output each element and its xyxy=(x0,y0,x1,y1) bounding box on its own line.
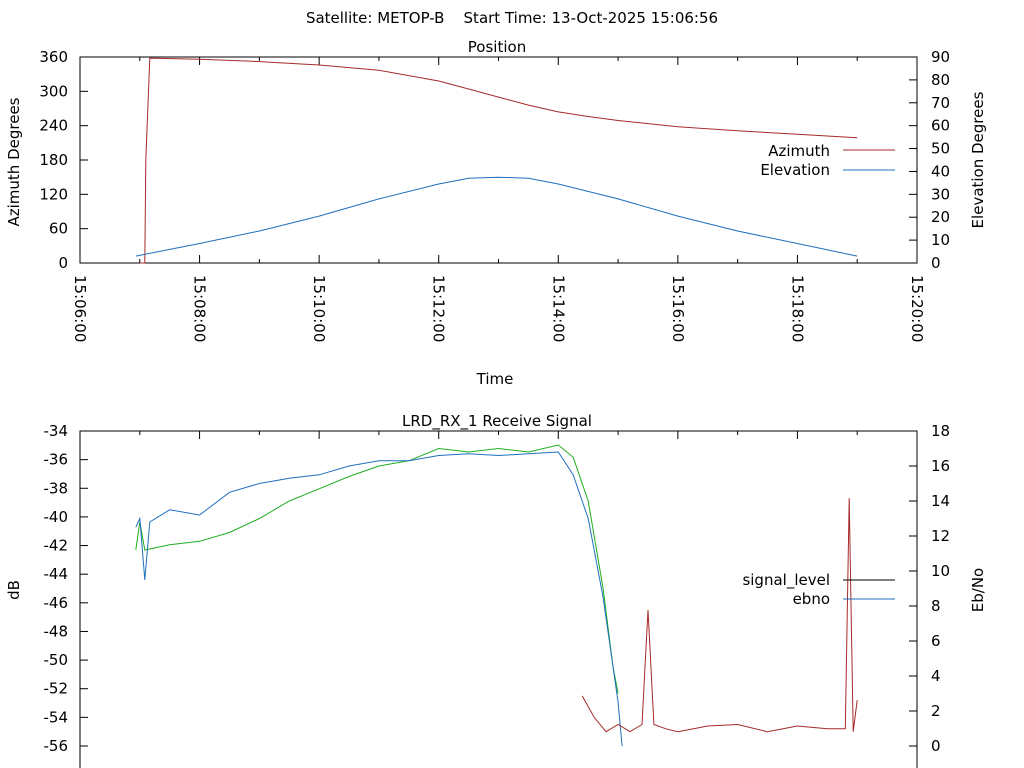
y-tick-label: -56 xyxy=(44,737,69,755)
y-tick-label: -34 xyxy=(44,422,69,440)
receive-plot-frame xyxy=(79,430,918,768)
y-tick-label: -44 xyxy=(44,565,69,583)
series-line-elevation xyxy=(135,176,858,257)
y2-tick-label: 60 xyxy=(931,117,950,135)
page-title: Satellite: METOP-B Start Time: 13-Oct-20… xyxy=(306,9,718,27)
y-tick-label: 360 xyxy=(39,48,68,66)
receive-axes: -34 -36 -38 -40 -42 -44 -46 -48 -50 -52 -54 -56 0 2 4 6… xyxy=(44,422,951,755)
y2-tick-label: 16 xyxy=(931,457,950,475)
legend-label-azimuth: Azimuth xyxy=(768,142,830,160)
x-tick-label: 15:12:00 xyxy=(430,275,448,342)
position-ylabel: Azimuth Degrees xyxy=(5,97,23,226)
y-tick-label: 300 xyxy=(39,82,68,100)
legend-label-ebno: ebno xyxy=(793,590,830,608)
y2-tick-label: 12 xyxy=(931,527,950,545)
legend-label-elevation: Elevation xyxy=(760,161,830,179)
y-tick-label: -52 xyxy=(44,680,69,698)
x-tick-label: 15:20:00 xyxy=(908,275,926,342)
y2-tick-label: 18 xyxy=(931,422,950,440)
y2-tick-label: 80 xyxy=(931,71,950,89)
y-tick-label: -54 xyxy=(44,708,69,726)
y2-tick-label: 40 xyxy=(931,162,950,180)
y2-tick-label: 6 xyxy=(931,632,941,650)
y-tick-label: 180 xyxy=(39,151,68,169)
position-xlabel: Time xyxy=(476,370,514,388)
y-tick-label: -48 xyxy=(44,622,69,640)
y2-tick-label: 90 xyxy=(931,48,950,66)
x-tick-label: 15:08:00 xyxy=(191,275,209,342)
position-chart-title: Position xyxy=(468,38,526,56)
y2-tick-label: 14 xyxy=(931,492,950,510)
y2-tick-label: 8 xyxy=(931,597,941,615)
y-tick-label: -40 xyxy=(44,508,69,526)
y2-tick-label: 2 xyxy=(931,702,941,720)
y-tick-label: -50 xyxy=(44,651,69,669)
x-tick-label: 15:18:00 xyxy=(788,275,806,342)
y-tick-label: -36 xyxy=(44,451,69,469)
y-tick-label: 120 xyxy=(39,185,68,203)
position-y2label: Elevation Degrees xyxy=(969,91,987,228)
y2-tick-label: 70 xyxy=(931,94,950,112)
series-line-ebno xyxy=(135,451,623,747)
y-tick-label: 60 xyxy=(49,220,68,238)
x-tick-label: 15:10:00 xyxy=(310,275,328,342)
receive-signal-chart: LRD_RX_1 Receive Signal -34-36-38-40-42-… xyxy=(5,412,987,768)
y-tick-label: 0 xyxy=(58,254,68,272)
y-tick-label: -46 xyxy=(44,594,69,612)
y2-tick-label: 10 xyxy=(931,562,950,580)
x-tick-label: 15:14:00 xyxy=(549,275,567,342)
series-line-signal-level xyxy=(581,498,858,733)
position-series xyxy=(135,57,858,264)
receive-legend: signal_level ebno xyxy=(742,571,895,608)
y2-tick-label: 20 xyxy=(931,208,950,226)
y2-tick-label: 10 xyxy=(931,231,950,249)
series-line-azimuth xyxy=(139,57,858,264)
y2-tick-label: 4 xyxy=(931,667,941,685)
y2-tick-label: 30 xyxy=(931,185,950,203)
y2-tick-label: 0 xyxy=(931,737,941,755)
y2-tick-label: 0 xyxy=(931,254,941,272)
position-chart: Position 0 60 120 180 240 300 360 0 10 20 30 40 50 60… xyxy=(5,38,987,388)
receive-signal-title: LRD_RX_1 Receive Signal xyxy=(402,412,592,431)
position-legend: Azimuth Elevation xyxy=(760,142,895,179)
y-tick-label: 240 xyxy=(39,117,68,135)
receive-ylabel: dB xyxy=(5,580,23,600)
receive-y2label: Eb/No xyxy=(969,568,987,612)
y2-tick-label: 50 xyxy=(931,140,950,158)
series-line-unlabeled xyxy=(135,444,619,694)
y-tick-label: -42 xyxy=(44,537,69,555)
position-axes: 0 60 120 180 240 300 360 0 10 20 30 40 50 60 70 80 90 15:… xyxy=(39,48,950,342)
receive-series xyxy=(135,444,858,747)
x-tick-label: 15:06:00 xyxy=(71,275,89,342)
y-tick-label: -38 xyxy=(44,479,69,497)
legend-label-signal-level: signal_level xyxy=(742,571,830,590)
position-plot-frame xyxy=(79,56,918,264)
x-tick-label: 15:16:00 xyxy=(669,275,687,342)
